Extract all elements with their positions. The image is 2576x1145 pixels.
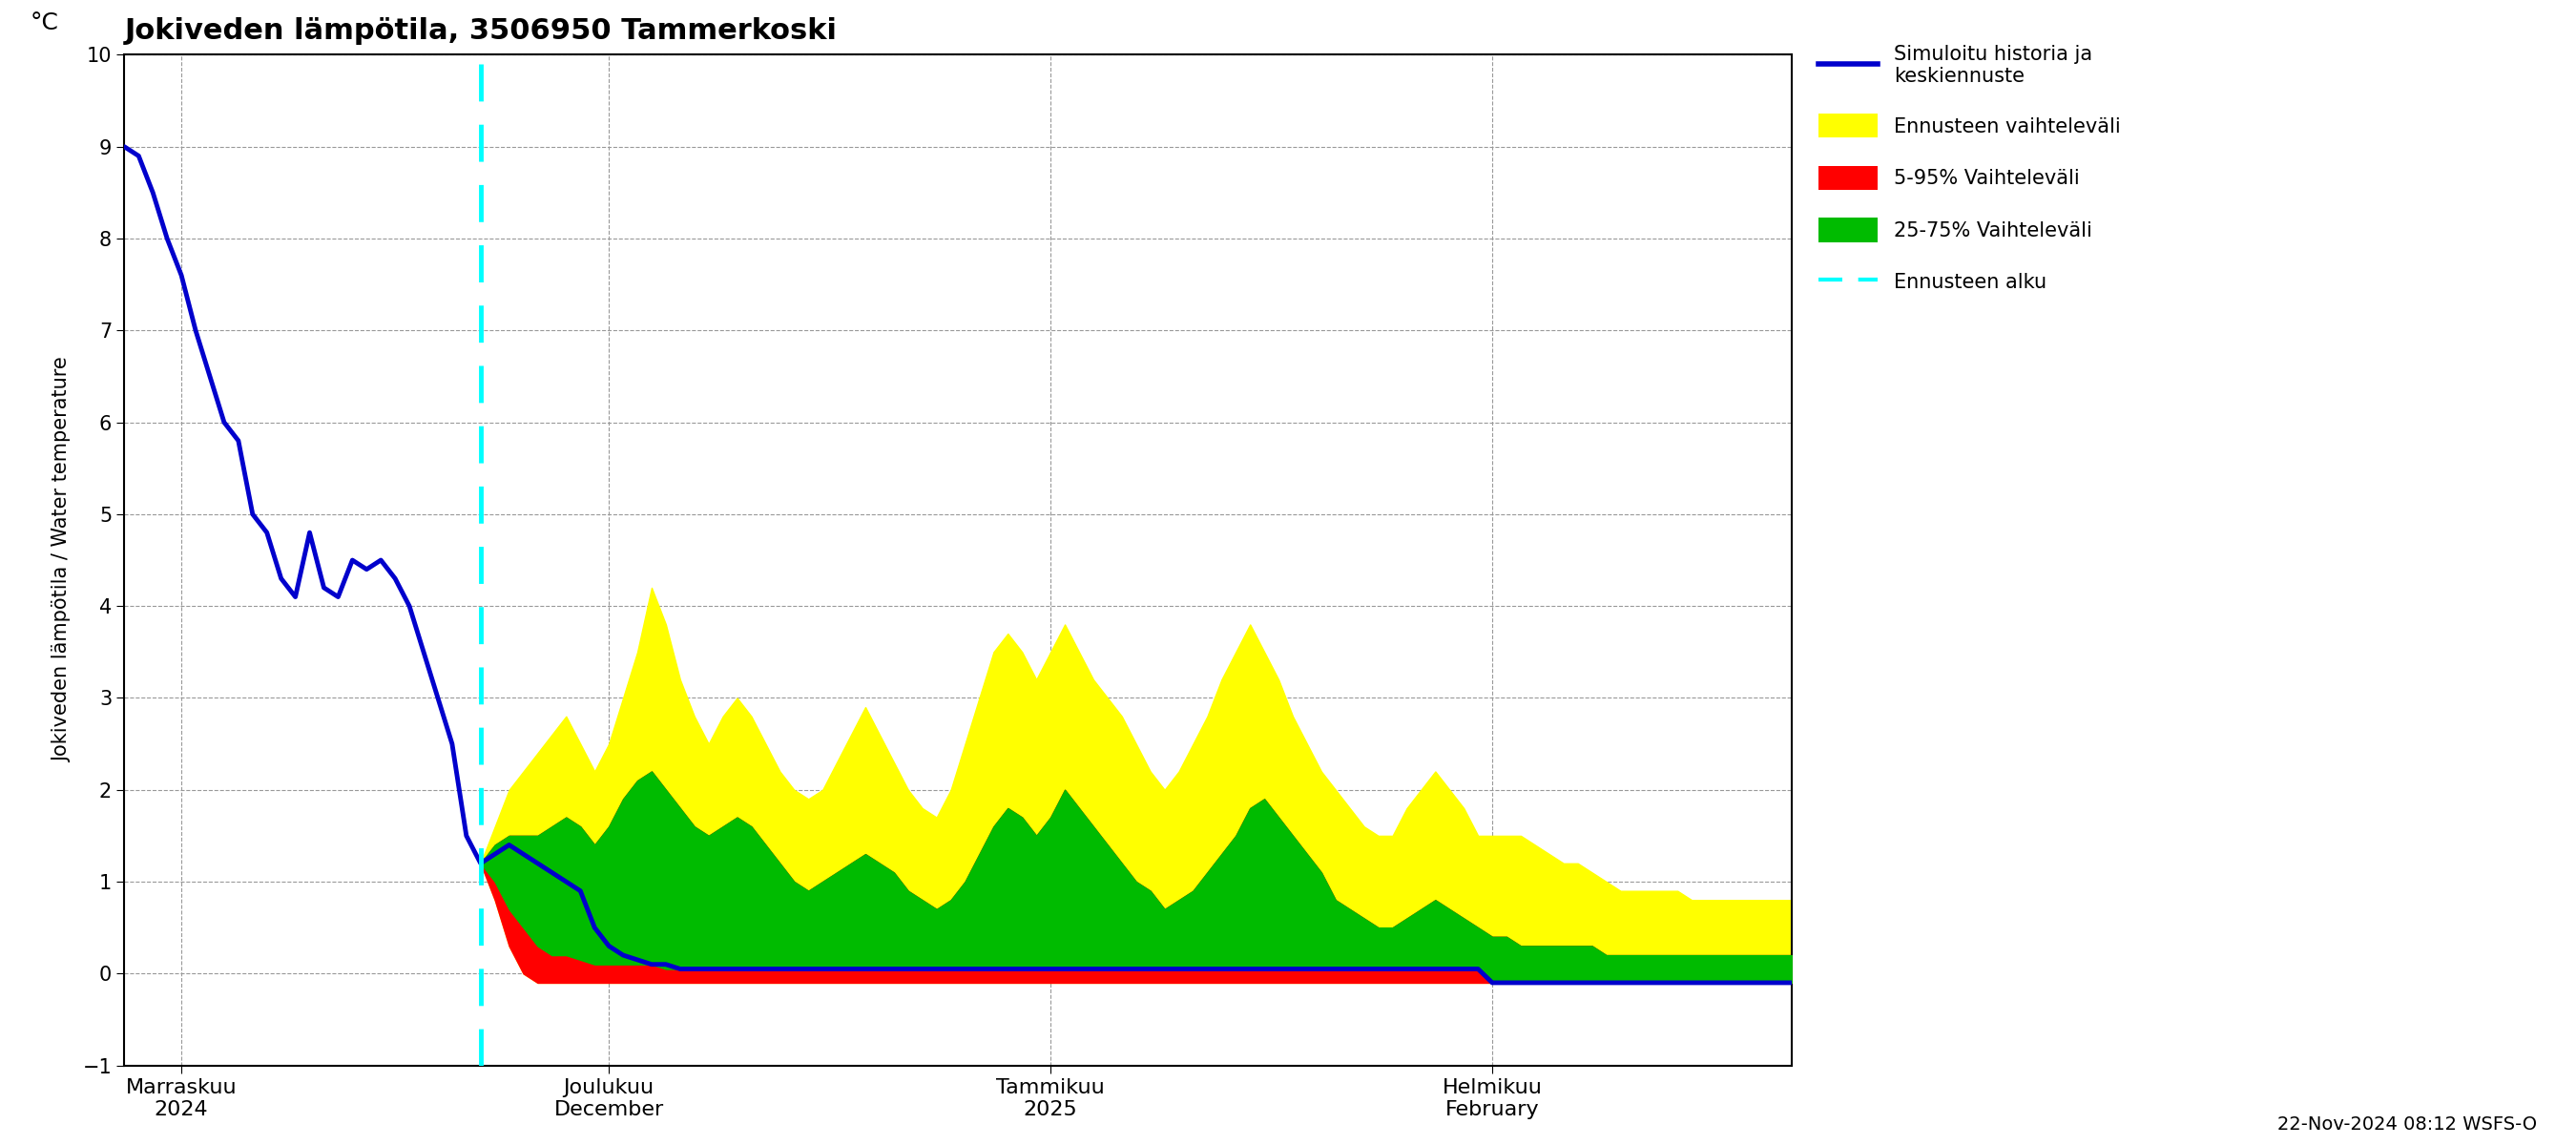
Text: 22-Nov-2024 08:12 WSFS-O: 22-Nov-2024 08:12 WSFS-O — [2277, 1115, 2537, 1134]
Text: °C: °C — [31, 11, 59, 34]
Text: Jokiveden lämpötila, 3506950 Tammerkoski: Jokiveden lämpötila, 3506950 Tammerkoski — [124, 17, 837, 45]
Legend: Simuloitu historia ja
keskiennuste, Ennusteen vaihteleväli, 5-95% Vaihteleväli, : Simuloitu historia ja keskiennuste, Ennu… — [1819, 45, 2120, 294]
Y-axis label: Jokiveden lämpötila / Water temperature: Jokiveden lämpötila / Water temperature — [52, 357, 72, 763]
